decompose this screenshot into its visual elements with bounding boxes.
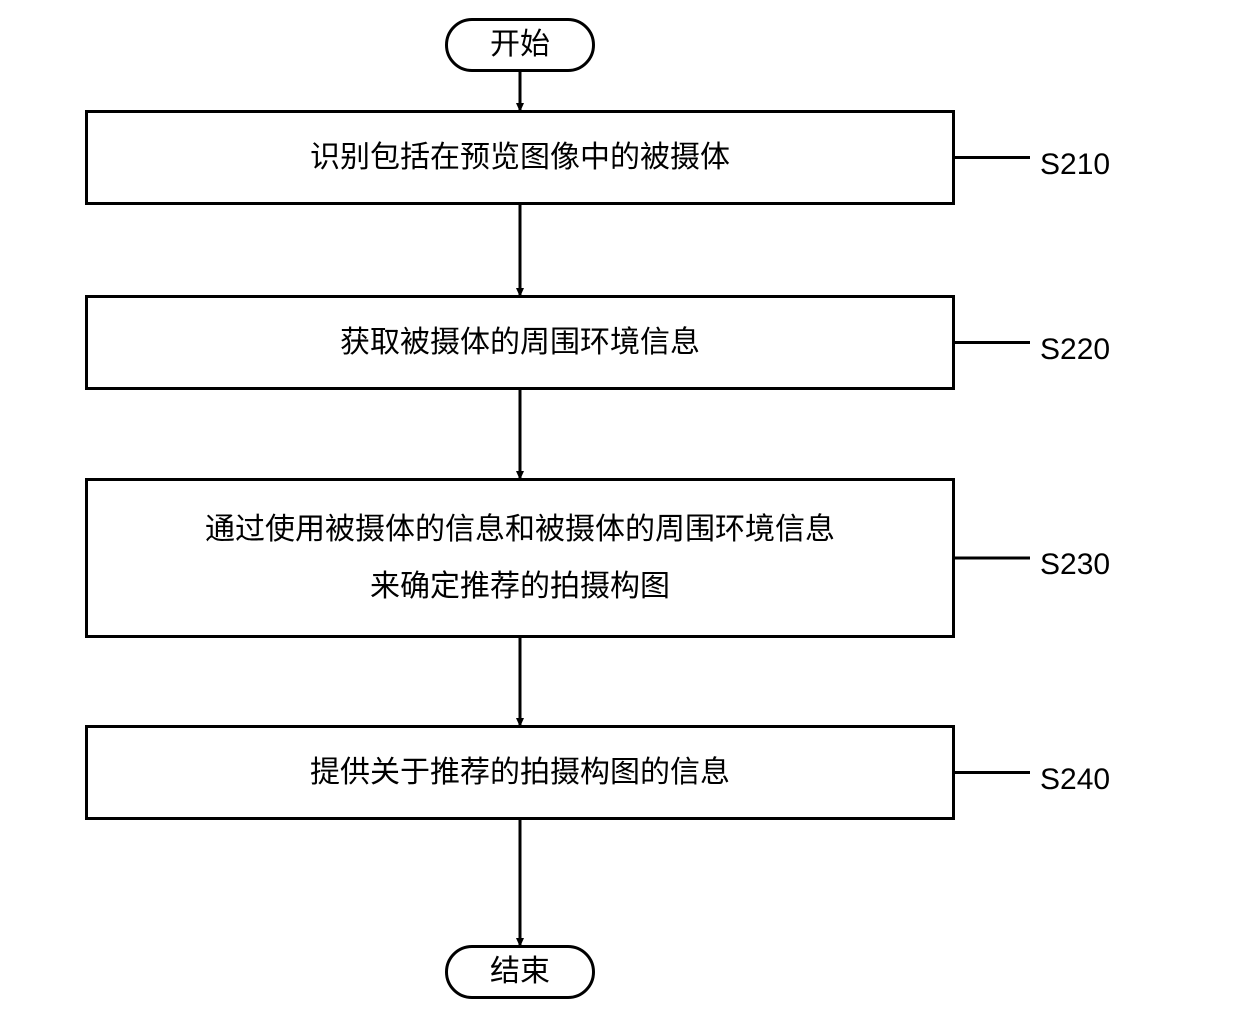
process-text: 识别包括在预览图像中的被摄体 [310, 129, 730, 186]
step-label-s220: S220 [1040, 333, 1110, 367]
process-text: 提供关于推荐的拍摄构图的信息 [310, 744, 730, 801]
step-label-s240: S240 [1040, 763, 1110, 797]
flowchart-canvas: 开始 识别包括在预览图像中的被摄体 获取被摄体的周围环境信息 通过使用被摄体的信… [0, 0, 1240, 1025]
terminator-start: 开始 [445, 18, 595, 72]
process-text: 通过使用被摄体的信息和被摄体的周围环境信息来确定推荐的拍摄构图 [205, 501, 835, 615]
step-label-s230: S230 [1040, 548, 1110, 582]
process-step-s210: 识别包括在预览图像中的被摄体 [85, 110, 955, 205]
process-step-s230: 通过使用被摄体的信息和被摄体的周围环境信息来确定推荐的拍摄构图 [85, 478, 955, 638]
terminator-end: 结束 [445, 945, 595, 999]
process-text: 获取被摄体的周围环境信息 [340, 314, 700, 371]
terminator-end-label: 结束 [490, 957, 550, 987]
terminator-start-label: 开始 [490, 30, 550, 60]
process-step-s220: 获取被摄体的周围环境信息 [85, 295, 955, 390]
step-label-s210: S210 [1040, 148, 1110, 182]
process-step-s240: 提供关于推荐的拍摄构图的信息 [85, 725, 955, 820]
